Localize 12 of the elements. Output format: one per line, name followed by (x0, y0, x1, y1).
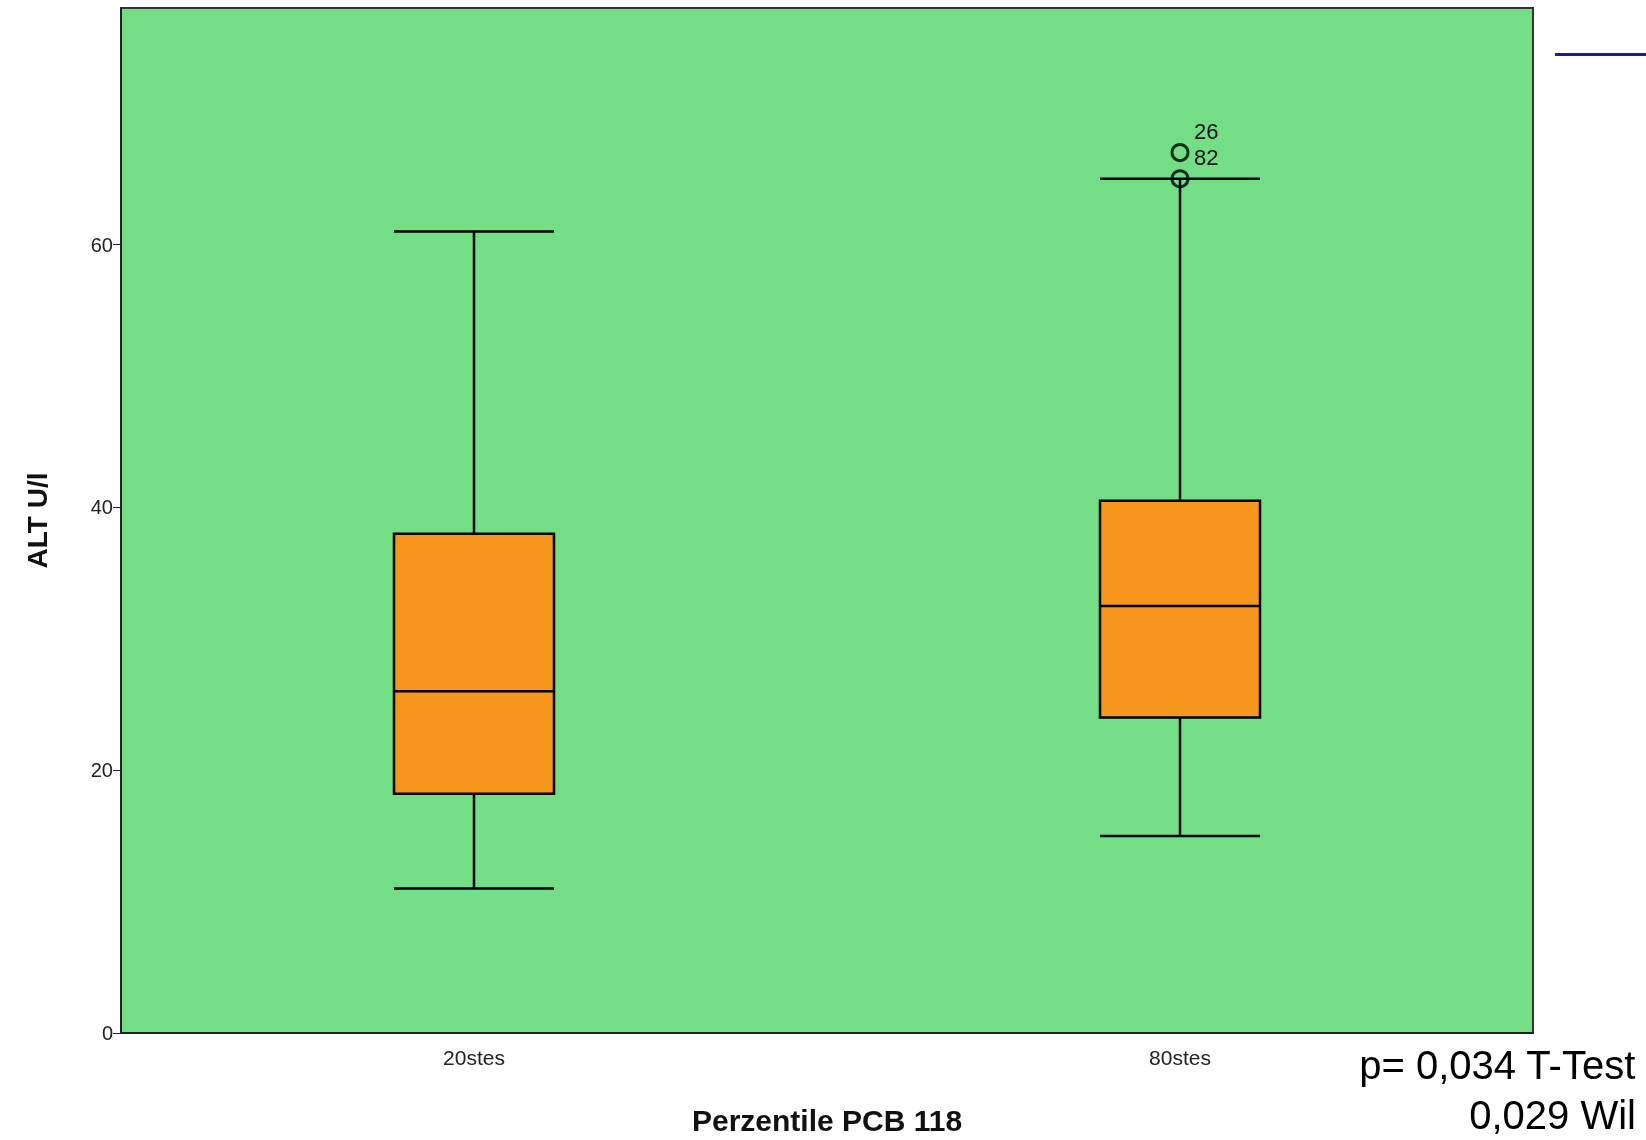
text: p= 0,034 T-Test (1359, 1043, 1636, 1087)
y-tick-label: 0 (101, 1022, 113, 1044)
text: 0,029 Wil (1469, 1093, 1637, 1137)
y-tick-label: 60 (90, 233, 113, 256)
annotation: 26 (1194, 119, 1219, 145)
x-tick-label: 80stes (1149, 1046, 1211, 1069)
y-axis-title: ALT U/l (21, 472, 53, 569)
x-tick-label: 20stes (443, 1046, 505, 1069)
y-tick-label: 40 (90, 496, 113, 519)
y-tick-label: 20 (90, 759, 113, 782)
annotation: 82 (1194, 145, 1219, 171)
x-axis-title: Perzentile PCB 118 (691, 1103, 963, 1137)
